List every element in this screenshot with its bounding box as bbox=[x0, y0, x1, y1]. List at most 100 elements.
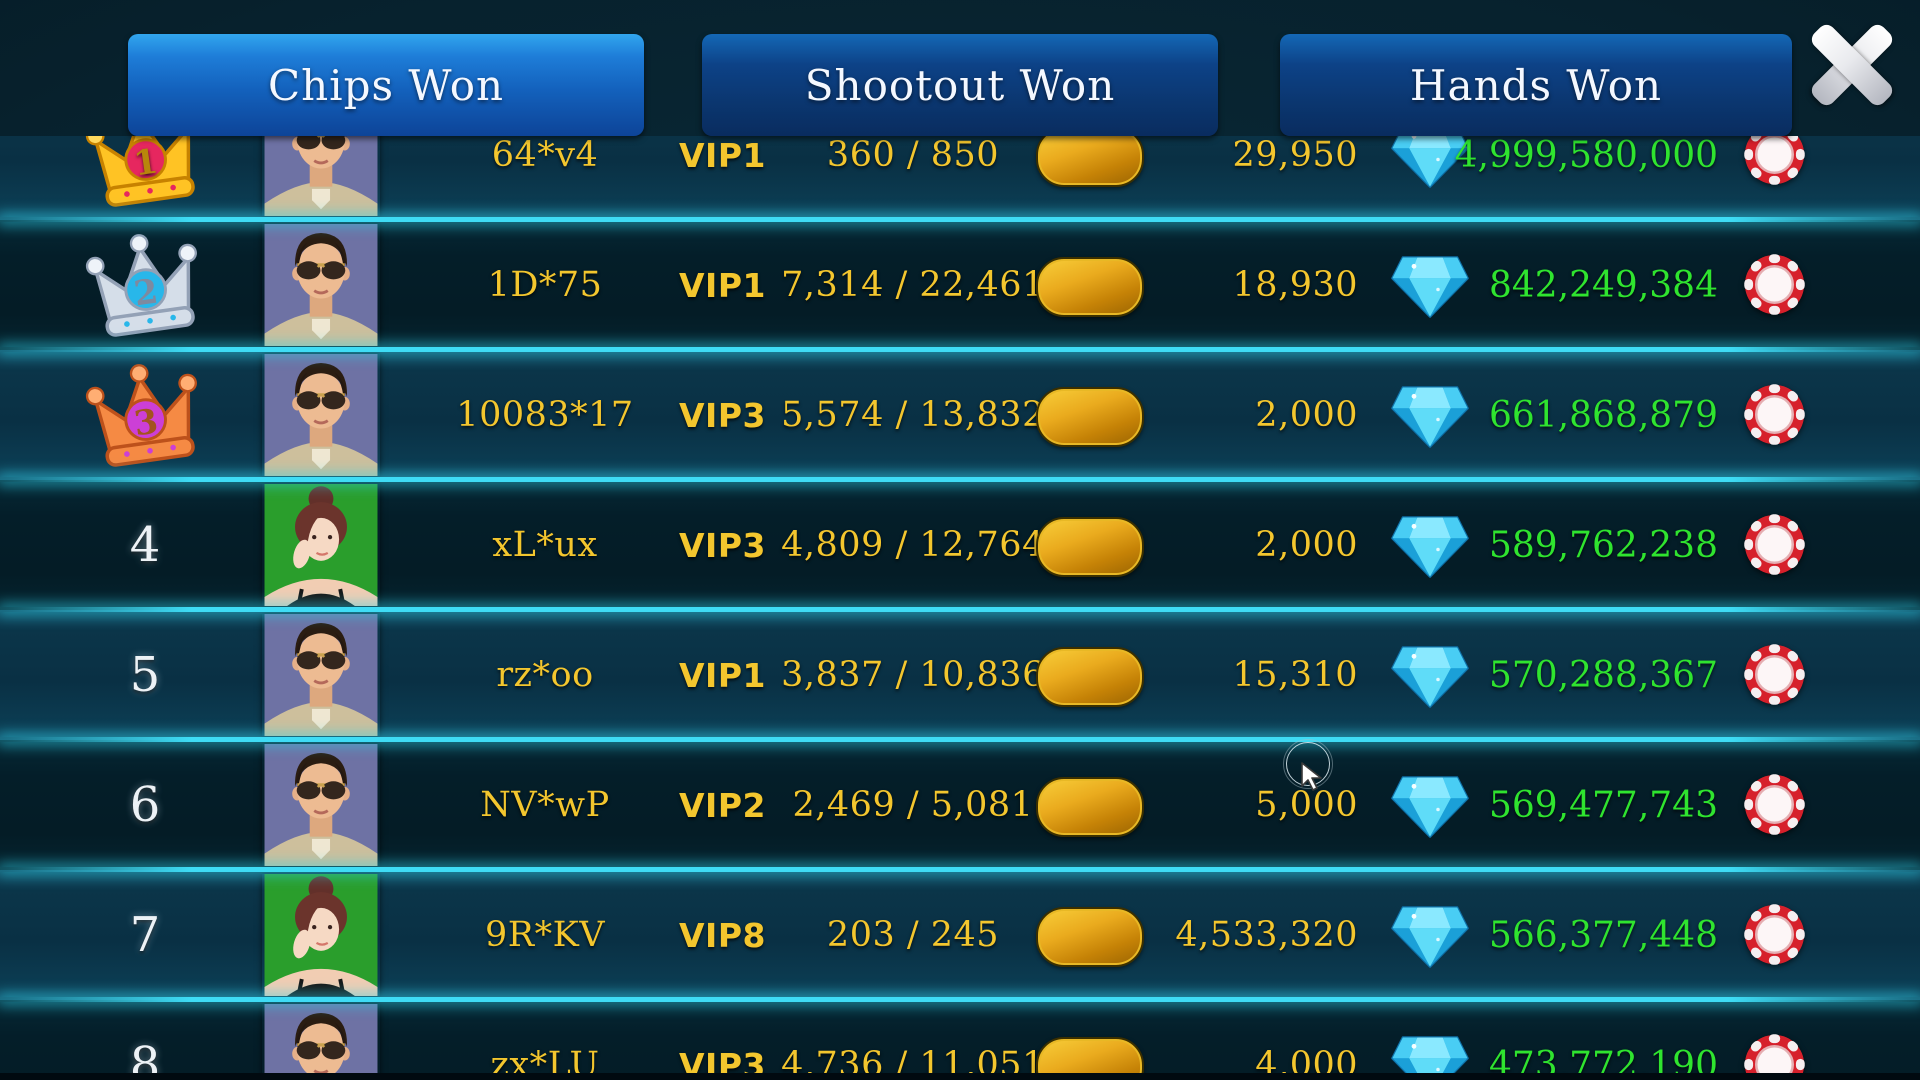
rank-badge: 7 bbox=[70, 870, 220, 1000]
chips-won: 570,288,367 bbox=[1488, 654, 1718, 696]
tab-hands-won[interactable]: Hands Won bbox=[1280, 34, 1792, 136]
table-row[interactable]: 4 xL*ux VIP3 4,809 / 12,764 2,000 589,76… bbox=[0, 477, 1920, 610]
table-row[interactable]: 1 64*v4 VIP1 360 / 850 29,950 4,999,580,… bbox=[0, 136, 1920, 220]
chip-icon bbox=[1743, 136, 1806, 186]
username: zx*LU bbox=[490, 1045, 600, 1080]
chip-icon bbox=[1743, 513, 1806, 576]
close-button[interactable] bbox=[1806, 18, 1898, 112]
diamond-count: 4,000 bbox=[1255, 1045, 1358, 1080]
chip-icon bbox=[1743, 253, 1806, 316]
chip-icon bbox=[1743, 903, 1806, 966]
tab-label: Hands Won bbox=[1409, 60, 1663, 110]
username: 10083*17 bbox=[456, 395, 634, 435]
tab-label: Chips Won bbox=[267, 60, 505, 110]
tab-chips-won[interactable]: Chips Won bbox=[128, 34, 644, 136]
level-progress: 2,469 / 5,081 bbox=[792, 785, 1034, 825]
diamond-icon bbox=[1390, 769, 1470, 842]
gold-crown-icon: 1 bbox=[73, 136, 217, 220]
chips-won: 4,999,580,000 bbox=[1454, 136, 1718, 176]
tab-label: Shootout Won bbox=[804, 60, 1116, 110]
rank-badge: 8 bbox=[70, 1000, 220, 1080]
avatar bbox=[262, 354, 380, 476]
avatar bbox=[262, 484, 380, 606]
diamond-count: 15,310 bbox=[1232, 655, 1358, 695]
diamond-count: 2,000 bbox=[1255, 395, 1358, 435]
diamond-count: 29,950 bbox=[1232, 136, 1358, 175]
rank-number: 5 bbox=[129, 647, 161, 703]
username: NV*wP bbox=[480, 785, 610, 825]
rank-number: 8 bbox=[129, 1037, 161, 1080]
username: 64*v4 bbox=[491, 136, 599, 175]
diamond-icon bbox=[1390, 379, 1470, 452]
level-progress-bar bbox=[1036, 1037, 1144, 1080]
table-row[interactable]: 7 9R*KV VIP8 203 / 245 4,533,320 566,377… bbox=[0, 867, 1920, 1000]
mouse-cursor bbox=[1300, 762, 1326, 792]
username: 9R*KV bbox=[484, 915, 606, 955]
level-progress: 3,837 / 10,836 bbox=[781, 655, 1045, 695]
avatar bbox=[262, 224, 380, 346]
table-row[interactable]: 3 10083*17 VIP3 5,574 / 13,832 2,000 661… bbox=[0, 347, 1920, 480]
diamond-count: 5,000 bbox=[1255, 785, 1358, 825]
vip-level: VIP2 bbox=[679, 785, 766, 825]
silver-crown-icon: 2 bbox=[73, 220, 217, 349]
diamond-icon bbox=[1390, 249, 1470, 322]
level-progress-bar bbox=[1036, 136, 1144, 187]
rank-number: 7 bbox=[129, 907, 161, 963]
table-row[interactable]: 5 rz*oo VIP1 3,837 / 10,836 15,310 570,2… bbox=[0, 607, 1920, 740]
leaderboard-list: 1 64*v4 VIP1 360 / 850 29,950 4,999,580,… bbox=[0, 136, 1920, 1080]
avatar bbox=[262, 744, 380, 866]
rank-badge: 5 bbox=[70, 610, 220, 740]
level-progress: 4,736 / 11,051 bbox=[781, 1045, 1045, 1080]
level-progress: 5,574 / 13,832 bbox=[781, 395, 1045, 435]
mouse-cursor-ring bbox=[1283, 739, 1333, 789]
chips-won: 569,477,743 bbox=[1488, 784, 1718, 826]
diamond-count: 2,000 bbox=[1255, 525, 1358, 565]
screen-bottom-edge bbox=[0, 1073, 1920, 1080]
rank-badge: 2 bbox=[70, 220, 220, 350]
tab-shootout-won[interactable]: Shootout Won bbox=[702, 34, 1218, 136]
level-progress-bar bbox=[1036, 257, 1144, 317]
diamond-icon bbox=[1390, 639, 1470, 712]
chip-icon bbox=[1743, 643, 1806, 706]
level-progress: 203 / 245 bbox=[826, 915, 1000, 955]
table-row[interactable]: 2 1D*75 VIP1 7,314 / 22,461 18,930 842,2… bbox=[0, 217, 1920, 350]
vip-level: VIP1 bbox=[679, 136, 766, 175]
chips-won: 589,762,238 bbox=[1488, 524, 1718, 566]
avatar bbox=[262, 136, 380, 216]
level-progress: 4,809 / 12,764 bbox=[781, 525, 1045, 565]
chip-icon bbox=[1743, 773, 1806, 836]
vip-level: VIP8 bbox=[679, 915, 766, 955]
avatar bbox=[262, 614, 380, 736]
diamond-count: 18,930 bbox=[1232, 265, 1358, 305]
username: xL*ux bbox=[492, 525, 598, 565]
avatar bbox=[262, 1004, 380, 1080]
chips-won: 842,249,384 bbox=[1488, 264, 1718, 306]
diamond-count: 4,533,320 bbox=[1175, 915, 1358, 955]
username: rz*oo bbox=[496, 655, 594, 695]
vip-level: VIP1 bbox=[679, 655, 766, 695]
table-row[interactable]: 6 NV*wP VIP2 2,469 / 5,081 5,000 569,477… bbox=[0, 737, 1920, 870]
chips-won: 566,377,448 bbox=[1488, 914, 1718, 956]
vip-level: VIP1 bbox=[679, 265, 766, 305]
bronze-crown-icon: 3 bbox=[73, 350, 217, 479]
chips-won: 473,772,190 bbox=[1488, 1044, 1718, 1080]
rank-badge: 3 bbox=[70, 350, 220, 480]
diamond-icon bbox=[1390, 899, 1470, 972]
diamond-icon bbox=[1390, 509, 1470, 582]
rank-badge: 1 bbox=[70, 136, 220, 220]
level-progress-bar bbox=[1036, 647, 1144, 707]
level-progress-bar bbox=[1036, 517, 1144, 577]
rank-badge: 6 bbox=[70, 740, 220, 870]
vip-level: VIP3 bbox=[679, 525, 766, 565]
table-row[interactable]: 8 zx*LU VIP3 4,736 / 11,051 4,000 473,77… bbox=[0, 997, 1920, 1080]
level-progress: 360 / 850 bbox=[826, 136, 1000, 175]
level-progress: 7,314 / 22,461 bbox=[781, 265, 1045, 305]
rank-number: 6 bbox=[129, 777, 161, 833]
username: 1D*75 bbox=[487, 265, 603, 305]
vip-level: VIP3 bbox=[679, 395, 766, 435]
level-progress-bar bbox=[1036, 907, 1144, 967]
rank-badge: 4 bbox=[70, 480, 220, 610]
level-progress-bar bbox=[1036, 387, 1144, 447]
vip-level: VIP3 bbox=[679, 1045, 766, 1080]
